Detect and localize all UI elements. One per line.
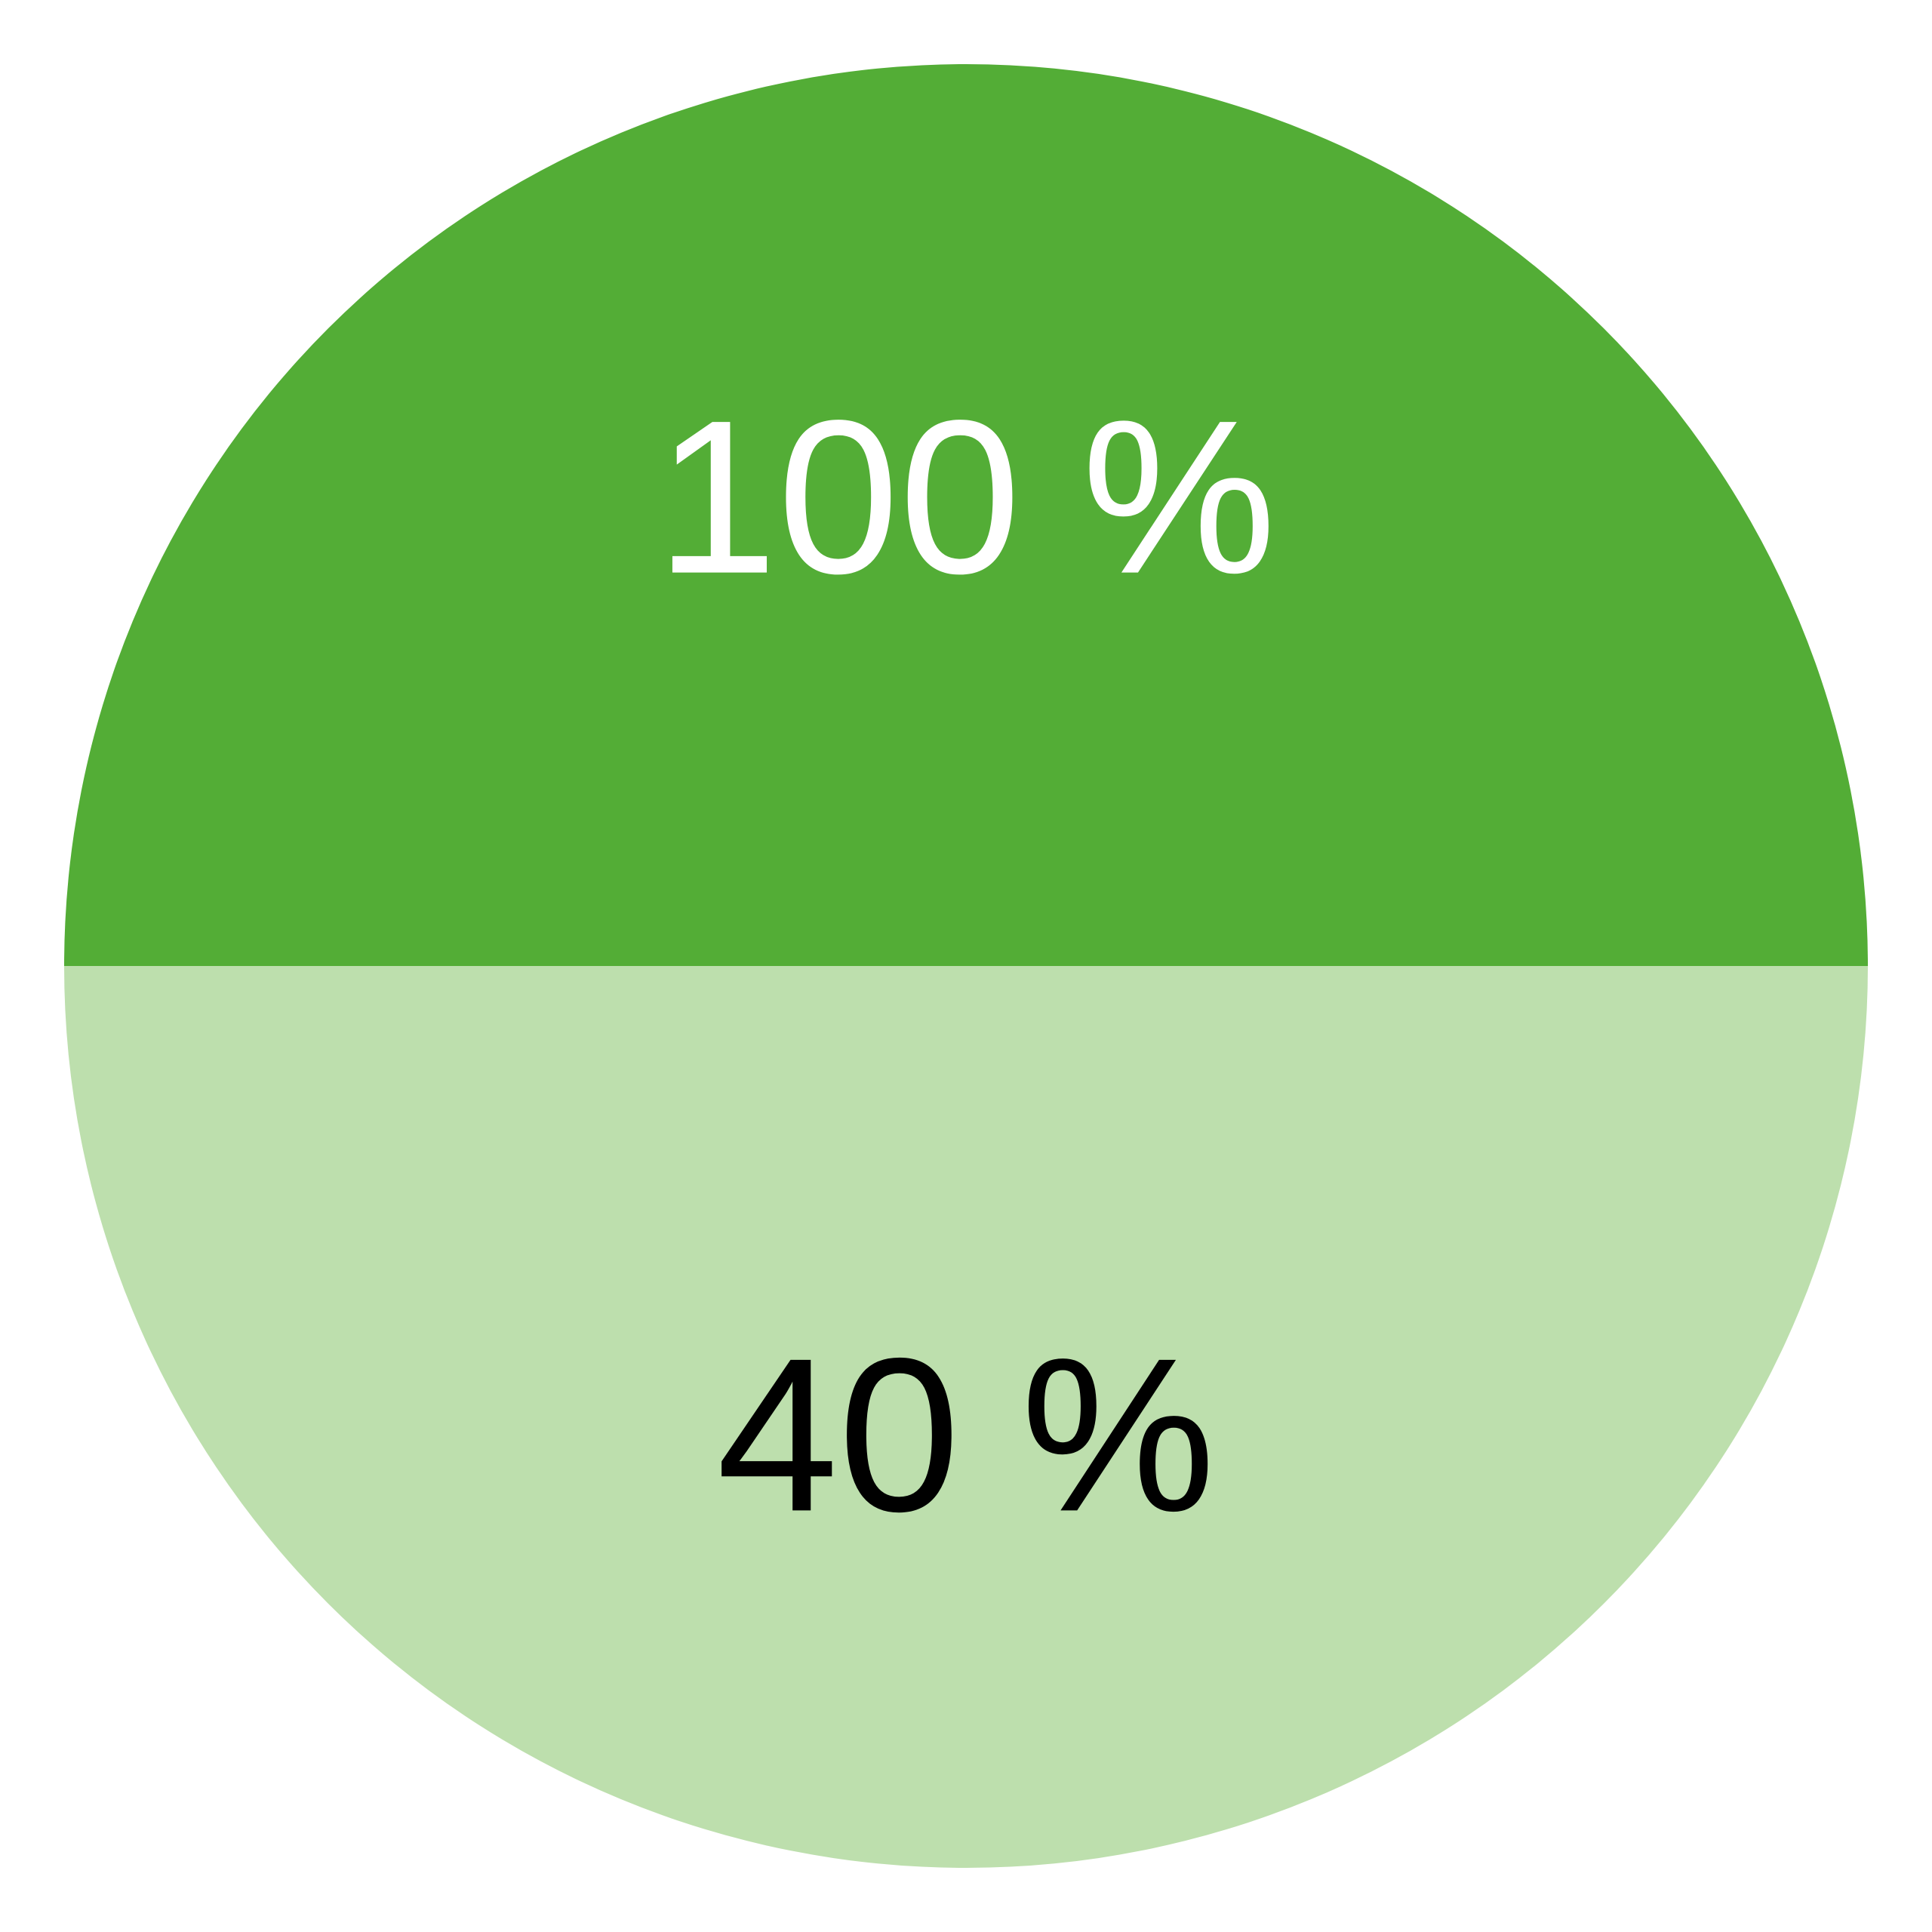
pie-slice-0	[64, 64, 1868, 966]
slice-label-1: 40 %	[717, 1312, 1216, 1557]
slice-label-0: 100 %	[656, 375, 1276, 620]
pie-slice-1	[64, 966, 1868, 1868]
